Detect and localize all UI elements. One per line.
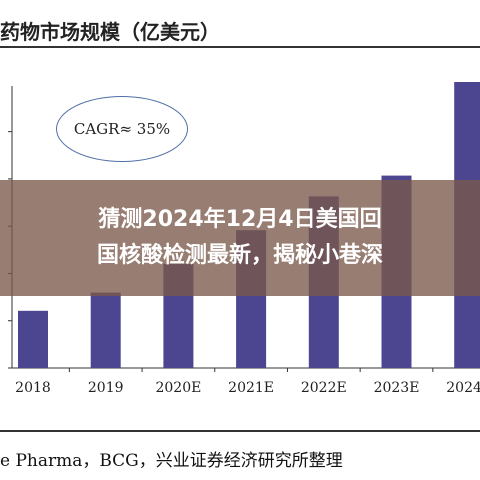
source-note: e Pharma，BCG，兴业证券经济研究所整理: [0, 451, 343, 471]
headline-line-2: 国核酸检测最新，揭秘小巷深: [96, 243, 383, 268]
x-tick-label-2021E: 2021E: [228, 380, 274, 396]
chart-title: 药物市场规模（亿美元）: [0, 20, 220, 44]
bar-2018: [18, 310, 48, 368]
source-divider: [0, 430, 480, 432]
x-tick-label-2020E: 2020E: [155, 380, 201, 396]
bar-2019: [90, 292, 121, 368]
title-divider: [0, 46, 480, 48]
x-tick-label-2022E: 2022E: [301, 380, 347, 396]
headline-banner[interactable]: 猜测2024年12月4日美国回 国核酸检测最新，揭秘小巷深: [0, 180, 480, 296]
x-tick-label-2018: 2018: [15, 380, 51, 396]
x-tick-label-2024E: 2024E: [446, 380, 480, 396]
cagr-text: CAGR≈ 35%: [73, 120, 171, 138]
x-tick-label-2023E: 2023E: [374, 380, 420, 396]
headline-line-1: 猜测2024年12月4日美国回: [98, 207, 382, 232]
x-tick-label-2019: 2019: [88, 380, 124, 396]
cagr-annotation: CAGR≈ 35%: [56, 96, 188, 162]
